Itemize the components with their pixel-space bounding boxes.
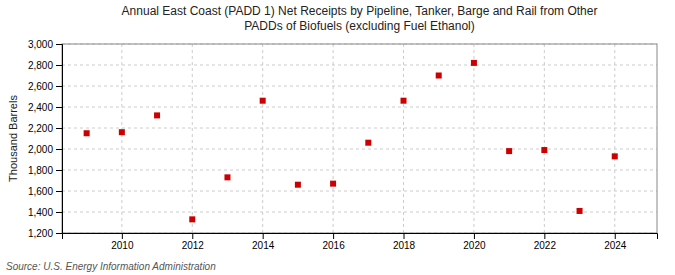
tick-mark <box>56 65 62 66</box>
point <box>471 60 477 66</box>
chart: 2010 2012 2014 2016 2018 2020 2022 2024 1,200 1,4… <box>0 0 675 275</box>
tick-label: 1,600 <box>28 186 53 197</box>
y-tick: 2,000 <box>28 144 62 155</box>
tick-label: 2020 <box>463 240 486 251</box>
tick-mark <box>56 191 62 192</box>
tick-label: 2,600 <box>28 81 53 92</box>
x-tick: 2020 <box>463 233 486 251</box>
point <box>189 216 195 222</box>
point <box>401 98 407 104</box>
tick-label: 2022 <box>534 240 557 251</box>
plot-frame <box>62 44 657 233</box>
tick-label: 1,200 <box>28 228 53 239</box>
tick-label: 2010 <box>111 240 134 251</box>
x-tick: 2010 <box>111 233 134 251</box>
point <box>436 73 442 79</box>
tick-label: 2012 <box>182 240 205 251</box>
grid-line <box>333 44 334 233</box>
y-axis-label: Thousand Barrels <box>7 95 19 182</box>
tick-mark <box>544 233 545 239</box>
tick-label: 1,400 <box>28 207 53 218</box>
tick-label: 2018 <box>393 240 416 251</box>
grid-line <box>62 212 657 213</box>
grid-line <box>62 86 657 87</box>
tick-mark <box>122 233 123 239</box>
grid-line <box>62 128 657 129</box>
plot-area: 2010 2012 2014 2016 2018 2020 2022 2024 1,200 1,4… <box>28 39 658 251</box>
tick-mark <box>56 86 62 87</box>
point <box>577 208 583 214</box>
y-tick: 1,800 <box>28 165 62 176</box>
point <box>154 112 160 118</box>
x-tick: 2018 <box>393 233 416 251</box>
tick-label: 2014 <box>252 240 275 251</box>
tick-label: 2024 <box>604 240 627 251</box>
y-tick: 2,600 <box>28 81 62 92</box>
tick-mark <box>333 233 334 239</box>
y-tick: 1,400 <box>28 207 62 218</box>
point <box>365 140 371 146</box>
grid-line <box>262 44 263 233</box>
tick-mark <box>56 149 62 150</box>
tick-mark <box>56 212 62 213</box>
source: Source: U.S. Energy Information Administ… <box>6 261 216 272</box>
tick-label: 2,000 <box>28 144 53 155</box>
x-tick: 2014 <box>252 233 275 251</box>
y-tick: 3,000 <box>28 39 62 50</box>
point <box>612 153 618 159</box>
grid-line <box>544 44 545 233</box>
point <box>84 130 90 136</box>
tick-label: 2,800 <box>28 60 53 71</box>
tick-label: 2,400 <box>28 102 53 113</box>
y-tick: 2,400 <box>28 102 62 113</box>
grid-line <box>62 149 657 150</box>
tick-mark <box>474 233 475 239</box>
x-tick: 2024 <box>604 233 627 251</box>
point <box>260 98 266 104</box>
tick-mark <box>56 170 62 171</box>
point <box>506 148 512 154</box>
tick-mark <box>56 44 62 45</box>
tick-label: 2,200 <box>28 123 53 134</box>
tick-label: 2016 <box>322 240 345 251</box>
tick-mark <box>263 233 264 239</box>
grid-line <box>192 44 193 233</box>
grid-line <box>62 107 657 108</box>
point <box>224 174 230 180</box>
tick-mark <box>56 128 62 129</box>
grid <box>62 44 657 233</box>
tick-mark <box>615 233 616 239</box>
y-tick: 1,600 <box>28 186 62 197</box>
axis-line <box>56 45 63 234</box>
grid-line <box>62 170 657 171</box>
x-tick: 2012 <box>182 233 205 251</box>
tick-mark <box>56 233 62 234</box>
grid-line <box>62 65 657 66</box>
point <box>330 181 336 187</box>
title: Annual East Coast (PADD 1) Net Receipts … <box>122 4 598 33</box>
tick-label: 3,000 <box>28 39 53 50</box>
grid-line <box>121 44 122 233</box>
tick-mark <box>192 233 193 239</box>
point <box>295 182 301 188</box>
point <box>119 129 125 135</box>
tick-label: 1,800 <box>28 165 53 176</box>
axis-line <box>63 234 658 240</box>
grid-line <box>62 191 657 192</box>
x-tick: 2022 <box>534 233 557 251</box>
grid-line <box>473 44 474 233</box>
points <box>84 60 618 222</box>
y-tick: 2,800 <box>28 60 62 71</box>
tick-mark <box>404 233 405 239</box>
y-tick: 2,200 <box>28 123 62 134</box>
grid-line <box>403 44 404 233</box>
y-tick: 1,200 <box>28 228 62 239</box>
x-tick: 2016 <box>322 233 345 251</box>
grid-line <box>614 44 615 233</box>
tick-mark <box>56 107 62 108</box>
y-axis: 1,200 1,400 1,600 1,800 2,000 2,200 2,400 2,600… <box>28 39 63 239</box>
point <box>541 147 547 153</box>
x-axis: 2010 2012 2014 2016 2018 2020 2022 2024 <box>63 233 658 251</box>
